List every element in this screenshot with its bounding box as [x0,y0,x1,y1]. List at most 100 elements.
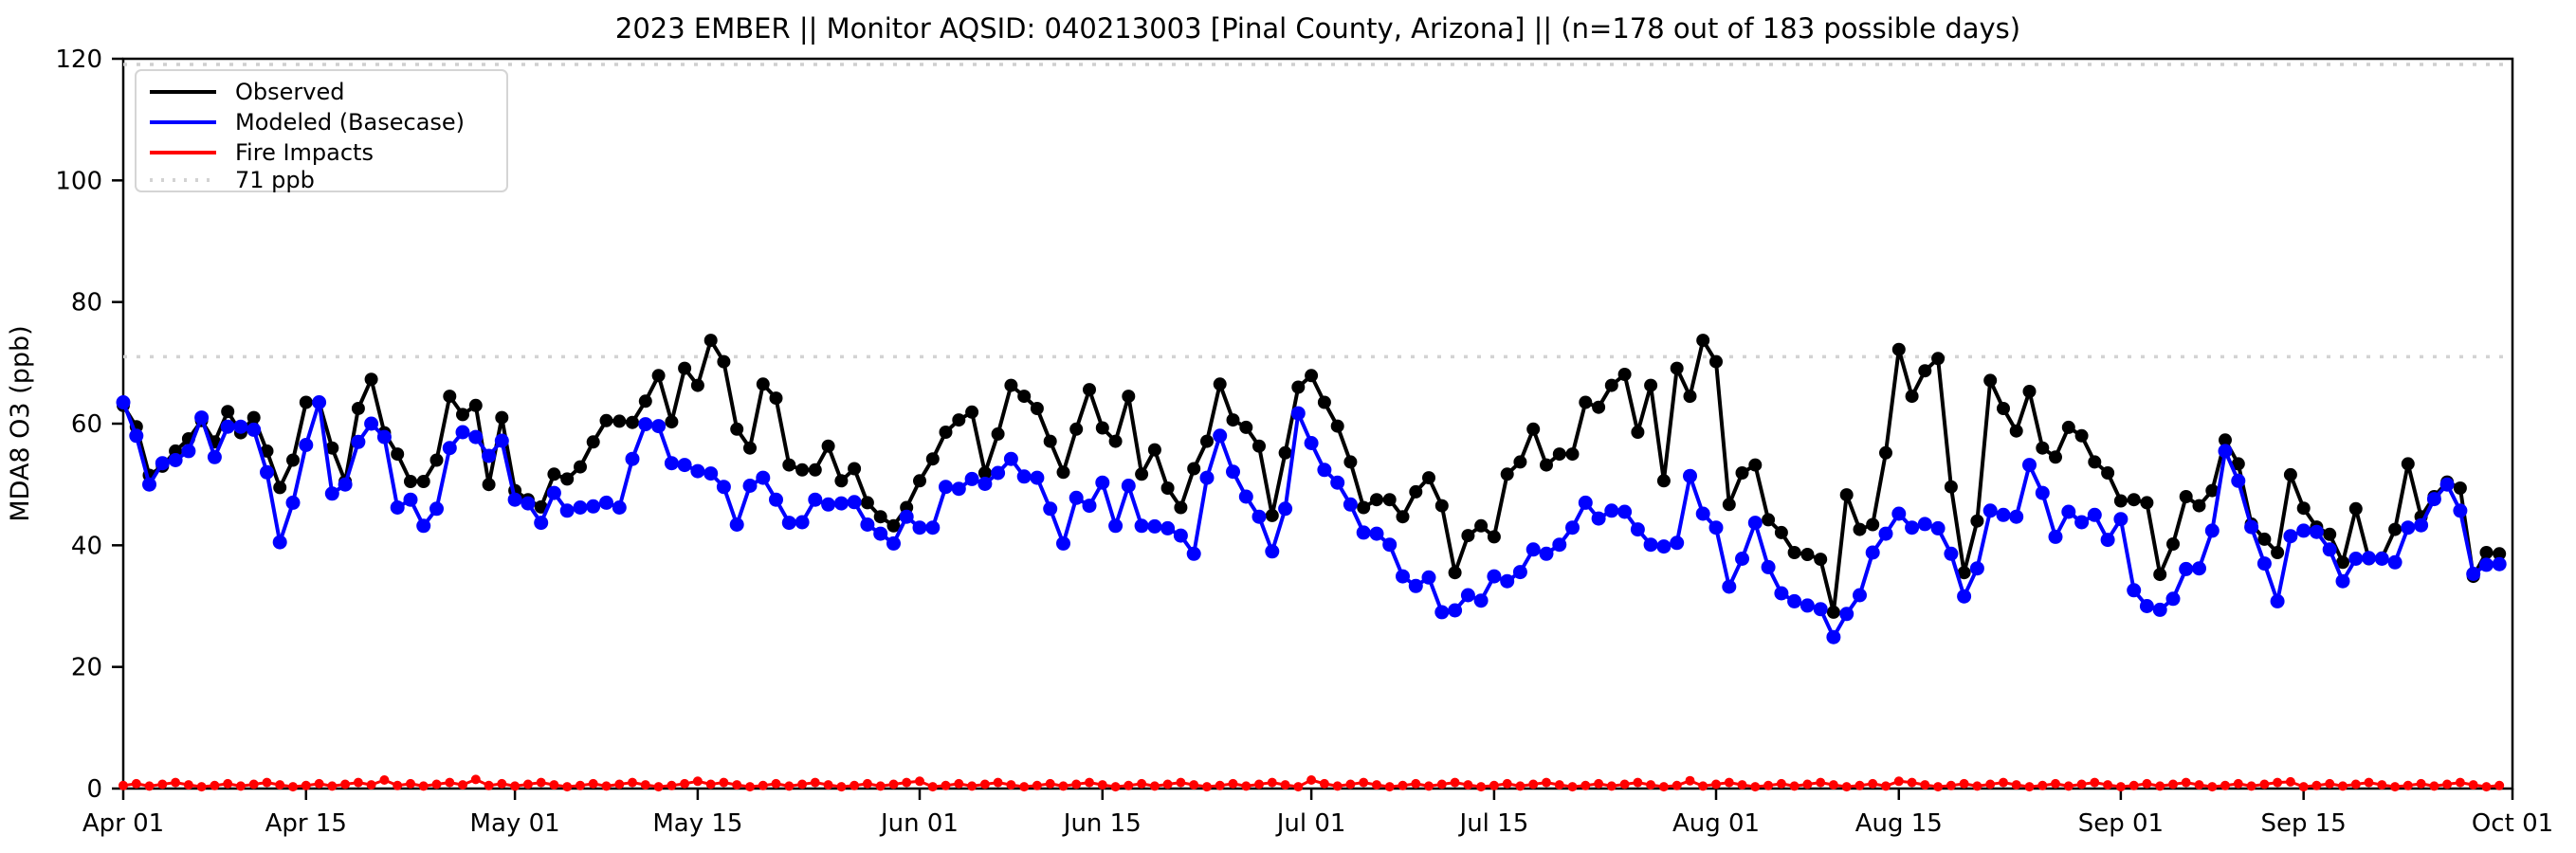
modeled-series-point [1722,579,1737,594]
observed-series-point [1382,493,1397,507]
modeled-series-point [716,480,731,495]
modeled-series-point [2466,567,2481,581]
modeled-series-point [455,425,470,440]
observed-series-point [703,334,718,348]
fire-impacts-series-point [210,780,220,790]
x-tick-label: Oct 01 [2472,809,2553,838]
fire-impacts-series-point [1372,780,1381,790]
modeled-series-point [2087,507,2102,522]
observed-series-point [1160,481,1175,495]
legend-box [135,69,508,192]
modeled-series-point [1878,526,1893,541]
modeled-series-point [1630,522,1645,537]
fire-impacts-series-point [248,779,259,789]
fire-impacts-series-point [2364,777,2374,788]
modeled-series-point [912,520,927,535]
fire-impacts-series-point [497,778,507,789]
fire-impacts-series-point [1776,778,1786,789]
fire-impacts-series-point [1854,780,1865,790]
observed-series-point [1474,518,1489,533]
modeled-series-point [1604,503,1619,518]
y-tick-label: 100 [55,167,102,195]
modeled-series-point [1735,552,1749,566]
modeled-series-point [1853,588,1867,603]
modeled-series-point [1578,495,1593,510]
fire-impacts-series-point [1411,778,1421,789]
fire-impacts-series-point [797,779,808,789]
modeled-series-point [781,516,796,531]
observed-series-point [678,361,692,375]
modeled-series-point [129,428,144,444]
modeled-series-point [756,470,771,485]
fire-impacts-series-point [536,777,546,788]
modeled-series-point [2374,552,2389,566]
modeled-series-point [1982,503,1998,518]
modeled-series-point [2414,517,2429,533]
modeled-series-point [1643,537,1658,553]
modeled-series-point [2113,512,2128,527]
observed-series-point [2205,483,2220,498]
x-tick-label: Aug 01 [1672,809,1760,838]
y-tick-label: 0 [86,775,102,804]
observed-series-point [299,395,313,409]
observed-series-point [795,463,810,477]
modeled-series-point [2009,509,2024,524]
observed-series-point [2127,493,2141,507]
fire-impacts-series-point [393,780,403,790]
modeled-series-point [690,463,705,479]
fire-impacts-series [119,774,2505,792]
modeled-series-point [2387,554,2402,570]
fire-impacts-series-point [628,777,637,788]
modeled-series-point [1108,518,1124,534]
modeled-series-point [494,433,509,448]
observed-series-point [1540,458,1553,472]
observed-series-point [2179,490,2193,503]
observed-series-point [939,426,953,439]
modeled-series-point [1330,475,1345,490]
fire-impacts-series-point [262,777,272,788]
fire-impacts-series-point [1646,780,1656,790]
fire-impacts-series-point [862,778,872,789]
modeled-series-point [1290,406,1306,421]
observed-series-point [2401,457,2415,471]
observed-series-point [1030,402,1044,415]
modeled-series-point [181,444,196,459]
modeled-series-point [168,453,183,467]
legend-item-observed: Observed [150,79,344,105]
modeled-series-point [742,479,758,493]
modeled-series-point [1800,598,1815,613]
observed-series-point [1461,529,1475,543]
fire-impacts-series-point [288,782,298,792]
fire-impacts-series-point [340,779,351,789]
fire-impacts-series-point [223,778,233,789]
observed-series-point [2283,467,2297,481]
observed-series-point [1213,377,1227,391]
modeled-series-point [1056,535,1070,551]
observed-series-point [391,447,405,462]
modeled-series-point [808,492,823,507]
observed-series-point [1722,498,1736,512]
fire-impacts-series-point [2311,780,2322,790]
observed-series-point [1787,546,1801,559]
observed-series-point [1957,566,1971,580]
modeled-series-point [2165,591,2181,607]
fire-impacts-series-point [2442,779,2453,789]
fire-impacts-series-point [1633,777,1643,788]
fire-impacts-series-point [719,777,729,788]
fire-impacts-series-point [1528,779,1539,789]
fire-impacts-series-point [823,780,833,790]
fire-impacts-series-point [2181,777,2191,788]
observed-series-point [416,475,430,488]
modeled-series-point [1434,605,1450,620]
observed-series-point [1513,455,1527,469]
fire-impacts-series-point [2076,779,2087,789]
observed-series-point [404,475,417,488]
observed-series-point [586,435,600,449]
fire-impacts-series-point [1763,780,1774,790]
fire-impacts-series-point [784,781,795,791]
fire-impacts-series-point [458,780,467,790]
modeled-series-point [376,429,392,445]
modeled-series-point [1747,516,1763,531]
modeled-series-point [2270,593,2285,608]
observed-series-point [1434,499,1449,513]
